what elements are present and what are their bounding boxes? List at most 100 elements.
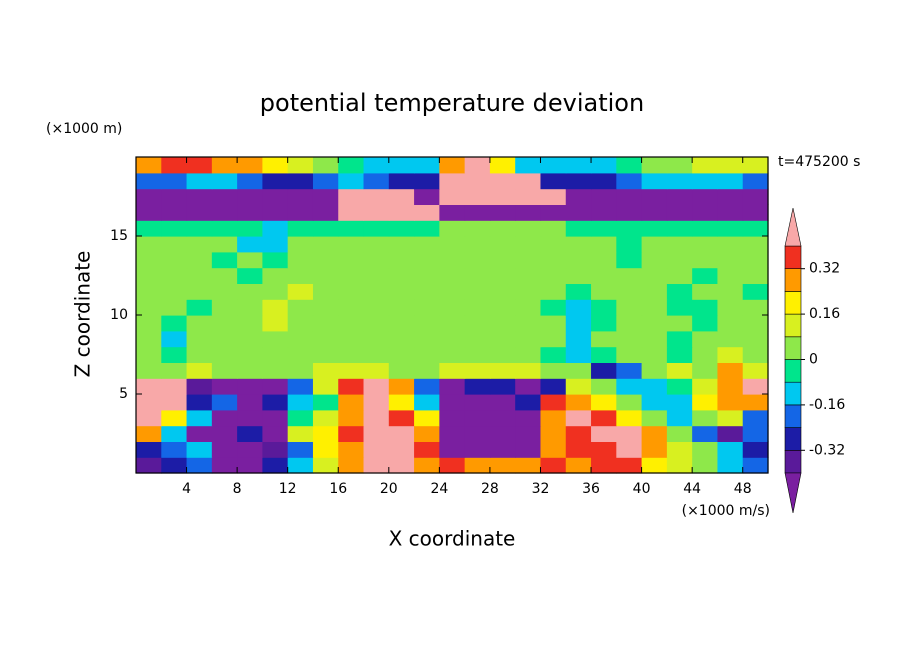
colorbar-segment xyxy=(784,245,802,270)
field-cell xyxy=(287,330,314,348)
field-cell xyxy=(742,457,769,474)
field-cell xyxy=(414,283,440,300)
field-cell xyxy=(388,330,415,348)
field-cell xyxy=(540,441,567,458)
field-cell xyxy=(287,236,314,253)
field-cell xyxy=(692,362,719,379)
field-cell xyxy=(363,330,390,348)
field-cell xyxy=(692,394,719,411)
field-cell xyxy=(489,204,516,221)
field-cell xyxy=(388,425,415,442)
field-cell xyxy=(515,409,542,427)
field-cell xyxy=(237,394,263,411)
field-cell xyxy=(515,441,542,458)
field-cell xyxy=(489,267,516,284)
time-annotation: t=475200 s xyxy=(778,154,860,170)
field-cell xyxy=(414,330,440,348)
field-cell xyxy=(262,299,289,316)
field-cell xyxy=(692,315,719,332)
field-cell xyxy=(540,220,567,237)
field-cell xyxy=(717,362,744,379)
field-cell xyxy=(237,346,263,363)
field-cell xyxy=(515,394,542,411)
field-cell xyxy=(565,409,592,427)
field-cell xyxy=(439,425,466,442)
field-cell xyxy=(641,457,668,474)
field-cell xyxy=(489,409,516,427)
field-cell xyxy=(211,157,238,174)
x-tick-label: 24 xyxy=(430,481,448,497)
field-cell xyxy=(363,251,390,269)
field-cell xyxy=(742,220,769,237)
y-tick-label: 15 xyxy=(110,228,128,244)
field-cell xyxy=(186,409,213,427)
field-cell xyxy=(237,457,263,474)
field-cell xyxy=(666,157,693,174)
field-cell xyxy=(439,236,466,253)
field-cell xyxy=(414,409,440,427)
field-cell xyxy=(439,441,466,458)
field-cell xyxy=(363,299,390,316)
field-cell xyxy=(363,315,390,332)
field-cell xyxy=(666,362,693,379)
field-cell xyxy=(363,409,390,427)
field-cell xyxy=(464,441,491,458)
field-cell xyxy=(237,172,263,190)
field-cell xyxy=(414,251,440,269)
field-cell xyxy=(161,394,188,411)
field-cell xyxy=(262,378,289,395)
field-cell xyxy=(312,378,339,395)
field-cell xyxy=(540,236,567,253)
field-cell xyxy=(616,251,643,269)
field-cell xyxy=(692,378,719,395)
x-tick-label: 44 xyxy=(683,481,701,497)
field-cell xyxy=(616,409,643,427)
field-cell xyxy=(414,425,440,442)
field-cell xyxy=(489,330,516,348)
field-cell xyxy=(565,362,592,379)
field-cell xyxy=(565,394,592,411)
field-cell xyxy=(414,204,440,221)
field-cell xyxy=(591,346,617,363)
field-cell xyxy=(616,457,643,474)
field-cell xyxy=(489,315,516,332)
field-cell xyxy=(262,267,289,284)
field-cell xyxy=(742,283,769,300)
field-cell xyxy=(414,236,440,253)
field-cell xyxy=(186,204,213,221)
field-cell xyxy=(388,378,415,395)
field-cell xyxy=(136,220,162,237)
x-tick-label: 4 xyxy=(182,481,191,497)
field-cell xyxy=(515,157,542,174)
field-cell xyxy=(515,378,542,395)
field-cell xyxy=(540,251,567,269)
field-cell xyxy=(717,441,744,458)
field-cell xyxy=(338,425,365,442)
field-cell xyxy=(186,441,213,458)
field-cell xyxy=(312,299,339,316)
field-cell xyxy=(338,362,365,379)
field-cell xyxy=(136,157,162,174)
field-cell xyxy=(641,204,668,221)
field-cell xyxy=(515,172,542,190)
field-cell xyxy=(388,188,415,205)
field-cell xyxy=(489,236,516,253)
field-cell xyxy=(363,362,390,379)
field-cell xyxy=(742,362,769,379)
field-cell xyxy=(540,267,567,284)
field-cell xyxy=(742,441,769,458)
field-cell xyxy=(161,157,188,174)
field-cell xyxy=(186,315,213,332)
field-cell xyxy=(287,188,314,205)
field-cell xyxy=(641,425,668,442)
field-cell xyxy=(338,409,365,427)
field-cell xyxy=(742,394,769,411)
field-cell xyxy=(186,236,213,253)
field-cell xyxy=(515,204,542,221)
field-cell xyxy=(439,394,466,411)
field-cell xyxy=(338,330,365,348)
field-cell xyxy=(186,362,213,379)
field-cell xyxy=(616,172,643,190)
field-cell xyxy=(616,315,643,332)
x-tick-label: 8 xyxy=(233,481,242,497)
